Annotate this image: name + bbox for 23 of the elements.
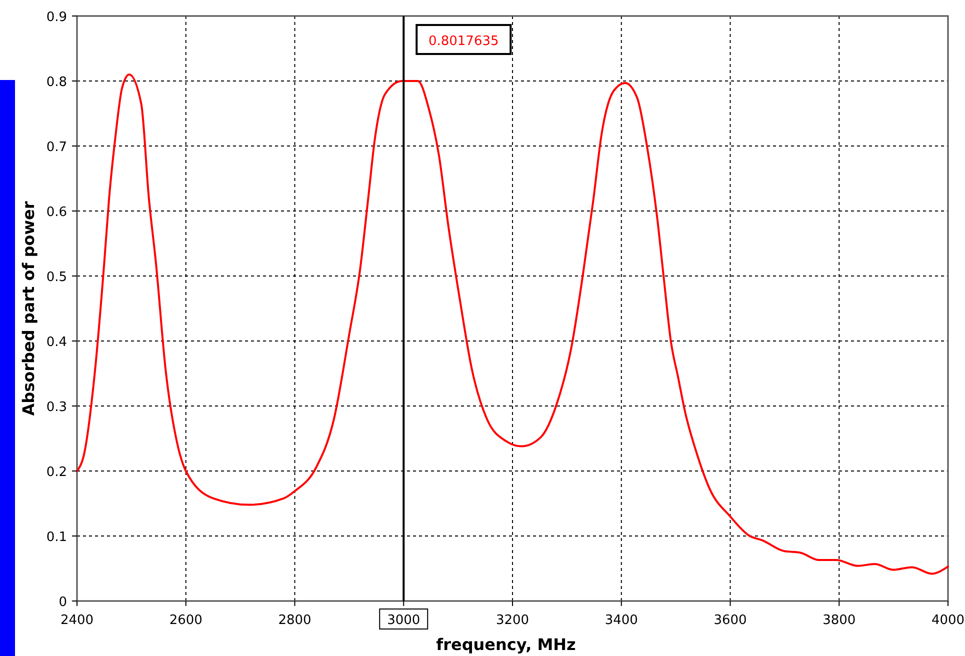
y-tick-label: 0 <box>58 595 67 610</box>
annotation: 0.8017635 <box>428 34 499 49</box>
x-axis-title: frequency, MHz <box>436 635 576 654</box>
x-tick-label: 2400 <box>60 613 94 628</box>
x-tick-label: 3200 <box>496 613 530 628</box>
y-axis-title: Absorbed part of power <box>19 201 38 416</box>
x-tick-label: 3000 <box>387 613 420 628</box>
line-series <box>76 74 949 575</box>
y-tick-label: 0.9 <box>46 10 67 25</box>
y-tick-label: 0.4 <box>46 335 67 350</box>
x-tick-label: 3800 <box>822 613 856 628</box>
y-tick-label: 0.8 <box>46 75 67 90</box>
y-tick-label: 0.1 <box>46 530 67 545</box>
y-tick-label: 0.7 <box>46 140 67 155</box>
y-tick-label: 0.5 <box>46 270 67 285</box>
y-tick-label: 0.2 <box>46 465 67 480</box>
x-tick-label: 2600 <box>169 613 202 628</box>
x-tick-label: 2800 <box>278 613 312 628</box>
x-tick-label: 3600 <box>714 613 747 628</box>
y-tick-label: 0.6 <box>46 205 67 220</box>
y-tick-label: 0.3 <box>46 400 67 415</box>
x-tick-label: 3400 <box>604 613 638 628</box>
x-tick-label: 4000 <box>931 613 965 628</box>
